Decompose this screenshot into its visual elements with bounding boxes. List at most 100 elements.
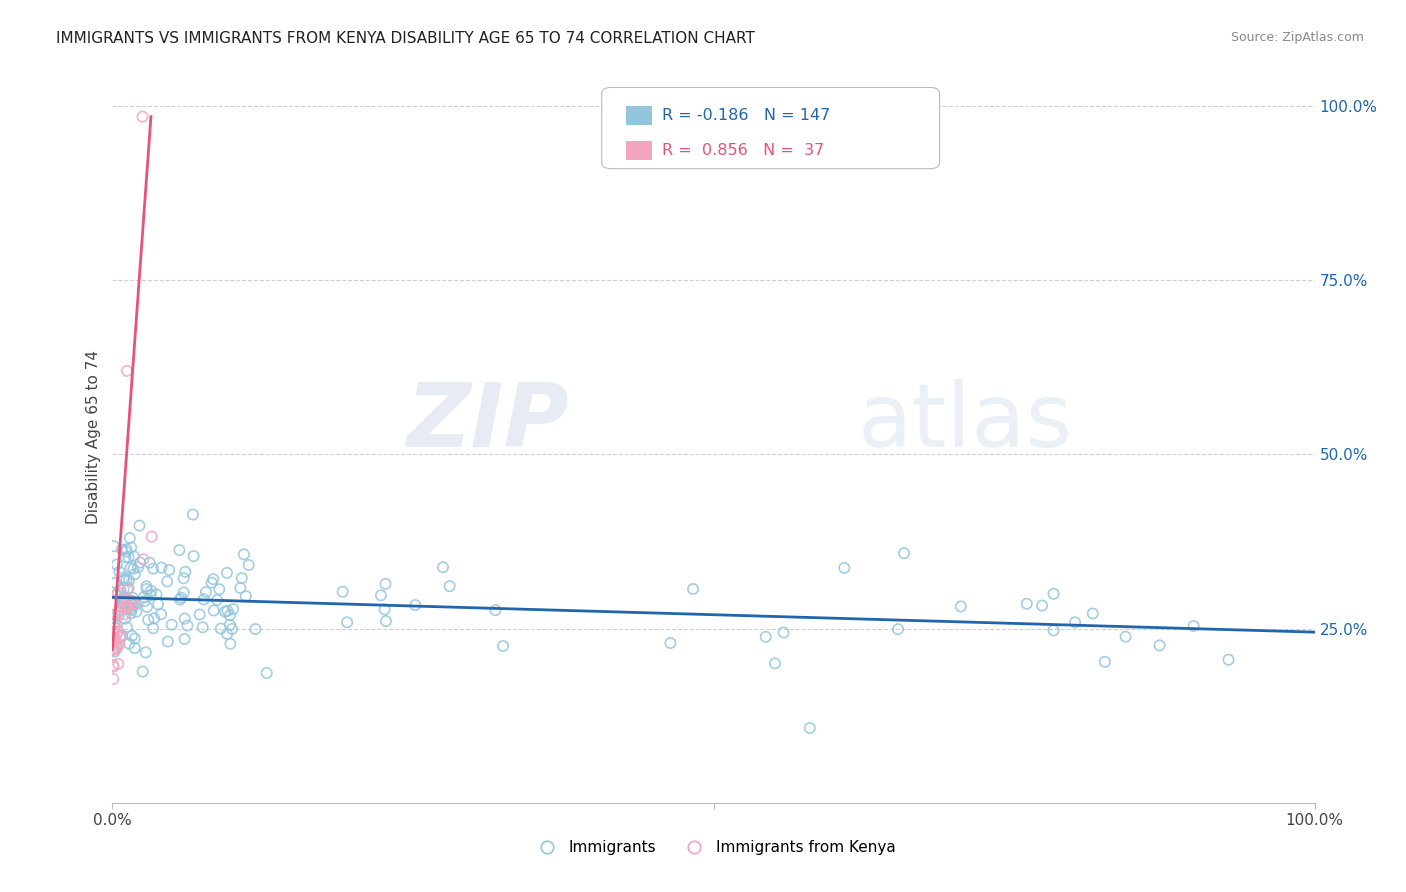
Point xyxy=(332,584,354,599)
Text: IMMIGRANTS VS IMMIGRANTS FROM KENYA DISABILITY AGE 65 TO 74 CORRELATION CHART: IMMIGRANTS VS IMMIGRANTS FROM KENYA DISA… xyxy=(56,31,755,46)
Point xyxy=(107,608,129,623)
Point xyxy=(1182,619,1205,633)
Point xyxy=(150,607,173,622)
Point xyxy=(104,644,127,658)
Point xyxy=(114,611,136,625)
Point xyxy=(374,602,396,616)
Point xyxy=(124,632,146,646)
Point xyxy=(121,597,143,611)
Point xyxy=(217,627,239,641)
Point xyxy=(121,629,143,643)
Point xyxy=(191,620,214,634)
Point xyxy=(105,588,128,602)
Point xyxy=(763,657,786,671)
Point xyxy=(101,642,124,657)
Point xyxy=(112,582,135,597)
Point xyxy=(103,658,125,673)
Point xyxy=(755,630,778,644)
Point xyxy=(682,582,704,596)
Point xyxy=(112,592,135,607)
Point xyxy=(1149,638,1171,652)
Point xyxy=(124,597,146,611)
Point xyxy=(139,588,162,602)
Point xyxy=(105,558,128,572)
Point xyxy=(125,605,148,619)
Point xyxy=(132,665,155,679)
Point xyxy=(125,598,148,612)
Point xyxy=(114,607,136,622)
Point xyxy=(101,635,124,649)
Point xyxy=(207,593,229,607)
Point xyxy=(157,563,180,577)
Point xyxy=(209,622,232,636)
Point xyxy=(134,594,156,608)
Point xyxy=(375,614,398,628)
Bar xyxy=(626,141,652,160)
Point xyxy=(245,622,267,636)
Point xyxy=(374,577,396,591)
Point xyxy=(105,640,128,655)
Point xyxy=(202,603,225,617)
Point xyxy=(104,634,127,648)
Text: atlas: atlas xyxy=(858,379,1073,466)
Point xyxy=(112,600,135,615)
Point xyxy=(238,558,260,572)
Point xyxy=(105,641,128,656)
Point xyxy=(1094,655,1116,669)
Point xyxy=(143,611,166,625)
Point xyxy=(139,583,162,598)
Point xyxy=(118,637,141,651)
Point xyxy=(183,549,205,563)
Point xyxy=(115,544,138,558)
Point xyxy=(115,599,138,614)
Point xyxy=(118,531,141,545)
Point xyxy=(111,628,134,642)
Point xyxy=(201,575,224,590)
Point xyxy=(1115,630,1137,644)
Point xyxy=(173,585,195,599)
Point xyxy=(1031,599,1053,613)
Point xyxy=(132,552,155,566)
Point xyxy=(111,597,134,611)
Point xyxy=(218,608,240,623)
Point xyxy=(215,566,238,580)
Point xyxy=(103,659,125,673)
Point xyxy=(121,591,143,605)
Point xyxy=(110,630,132,644)
Point xyxy=(484,603,506,617)
Point xyxy=(118,574,141,588)
Point xyxy=(132,590,155,604)
Point xyxy=(181,508,204,522)
Point xyxy=(115,593,138,607)
Point xyxy=(893,546,915,560)
Point xyxy=(202,572,225,586)
Point xyxy=(336,615,359,630)
Point xyxy=(221,622,243,636)
Point xyxy=(112,571,135,585)
Point xyxy=(174,565,197,579)
Point xyxy=(492,639,515,653)
Point xyxy=(111,542,134,557)
Point xyxy=(104,575,127,590)
Point xyxy=(222,602,245,616)
Point xyxy=(115,573,138,587)
Point xyxy=(107,585,129,599)
Point xyxy=(124,641,146,656)
Point xyxy=(117,582,139,597)
Point xyxy=(170,591,193,605)
Point xyxy=(887,622,910,636)
Point xyxy=(173,571,195,585)
Point xyxy=(103,615,125,629)
Point xyxy=(214,605,236,619)
Point xyxy=(1042,587,1064,601)
Legend: Immigrants, Immigrants from Kenya: Immigrants, Immigrants from Kenya xyxy=(526,834,901,861)
Point xyxy=(169,543,191,558)
Text: ZIP: ZIP xyxy=(406,379,569,466)
Point xyxy=(235,589,257,603)
Point xyxy=(103,611,125,625)
Point xyxy=(114,597,136,611)
Point xyxy=(120,606,142,620)
Point xyxy=(104,616,127,631)
Point xyxy=(1218,653,1240,667)
Point xyxy=(1064,615,1087,630)
